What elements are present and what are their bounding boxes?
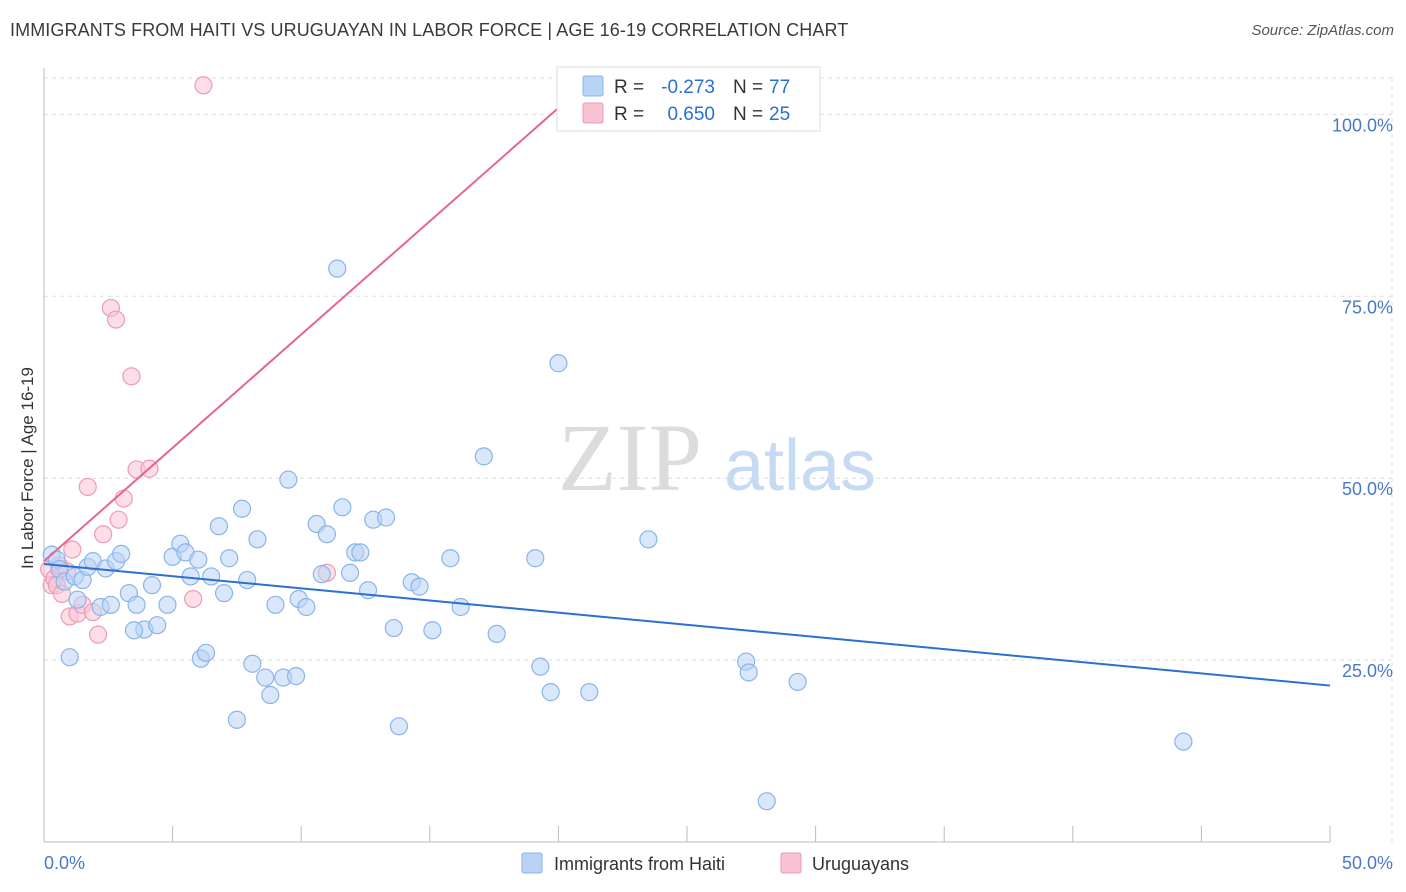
haiti-point-61 [451,597,470,617]
haiti-point-28 [209,517,228,536]
watermark-atlas: atlas [724,426,876,506]
gridlines [44,77,1393,842]
axes [43,68,1331,843]
legend-n-value-haiti: 77 [769,77,790,98]
haiti-point-33 [238,570,257,590]
y-tick-label-100: 100.0% [1332,115,1393,135]
haiti-point-62 [474,447,493,466]
haiti-point-32 [232,499,252,518]
haiti-point-64 [526,549,545,568]
haiti-point-74 [1174,732,1193,751]
haiti-point-36 [256,668,275,687]
uruguayans-point-13 [88,625,108,644]
y-tick-label-50: 50.0% [1342,479,1393,499]
haiti-point-46 [317,525,337,544]
haiti-point-55 [384,618,403,638]
haiti-point-51 [351,543,370,562]
haiti-point-73 [788,672,807,692]
uruguayans-point-11 [78,477,97,497]
legend-r-value-haiti: -0.273 [661,77,715,98]
haiti-point-35 [248,530,267,549]
legend-n-value-uruguayans: 25 [769,104,790,125]
haiti-point-60 [441,549,460,568]
haiti-point-43 [297,597,316,617]
haiti-point-24 [189,550,208,569]
haiti-point-34 [243,654,262,673]
y-axis-label: In Labor Force | Age 16-19 [18,367,37,569]
haiti-point-48 [333,498,352,517]
haiti-point-75 [68,590,87,609]
haiti-point-71 [739,663,758,682]
haiti-point-67 [549,354,568,373]
uruguayans-point-19 [122,367,141,386]
series-legend: Immigrants from Haiti Uruguayans [521,852,909,874]
watermark-zip: ZIP [558,404,702,511]
chart-title: IMMIGRANTS FROM HAITI VS URUGUAYAN IN LA… [10,20,849,40]
correlation-legend: R = -0.273 N = 77 R = 0.650 N = 25 [556,66,821,132]
haiti-point-30 [220,549,239,568]
legend-r-label-uruguayans: R = [614,104,644,125]
tick-labels: 25.0% 50.0% 75.0% 100.0% 0.0% 50.0% [44,115,1393,873]
haiti-point-72 [757,792,776,811]
legend-swatch-uruguayans [582,102,604,124]
haiti-points [42,259,1193,811]
haiti-point-4 [60,648,79,667]
haiti-point-31 [227,710,246,729]
haiti-point-17 [142,576,162,595]
haiti-point-49 [340,563,360,582]
haiti-point-15 [127,595,146,614]
uruguayans-trend-line [43,84,585,562]
legend-n-label-uruguayans: N = [733,104,763,125]
uruguayans-point-23 [194,76,213,95]
haiti-point-65 [531,657,550,676]
haiti-point-26 [196,643,216,662]
haiti-point-40 [279,470,298,489]
uruguayans-point-18 [114,489,133,508]
haiti-point-76 [124,621,144,640]
haiti-point-13 [112,544,131,563]
haiti-point-11 [101,595,120,614]
bottom-legend-label-haiti: Immigrants from Haiti [554,854,725,874]
legend-n-label-haiti: N = [733,77,763,98]
legend-r-label-haiti: R = [614,77,644,98]
haiti-point-47 [328,259,347,278]
haiti-point-54 [376,508,396,527]
uruguayans-point-14 [94,525,113,544]
haiti-point-37 [261,685,280,705]
haiti-point-45 [312,565,331,584]
uruguayans-point-16 [106,310,126,329]
haiti-point-68 [580,683,599,702]
haiti-point-63 [487,624,506,644]
legend-r-value-uruguayans: 0.650 [667,104,715,125]
source-credit: Source: ZipAtlas.com [1251,22,1394,39]
haiti-point-18 [148,616,167,635]
y-tick-label-25: 25.0% [1342,661,1393,681]
haiti-point-58 [410,577,429,596]
uruguayans-point-8 [63,540,82,559]
bottom-legend-swatch-haiti [521,852,543,874]
bottom-legend-label-uruguayans: Uruguayans [812,854,909,874]
haiti-point-56 [389,717,409,736]
trend-lines [43,84,1331,687]
x-tick-label-max: 50.0% [1342,853,1393,873]
legend-swatch-haiti [582,75,604,97]
haiti-point-38 [266,595,285,614]
uruguayans-point-22 [184,589,203,609]
haiti-point-41 [286,667,306,686]
y-tick-label-75: 75.0% [1342,297,1393,317]
haiti-point-59 [423,621,442,640]
bottom-legend-swatch-uruguayans [780,852,802,874]
uruguayans-point-17 [109,510,128,529]
x-tick-label-min: 0.0% [44,853,85,873]
haiti-point-69 [639,530,658,549]
haiti-point-19 [158,595,177,614]
haiti-point-27 [202,567,221,586]
haiti-point-29 [214,584,234,603]
haiti-point-66 [541,683,560,702]
haiti-trend-line [43,563,1331,687]
